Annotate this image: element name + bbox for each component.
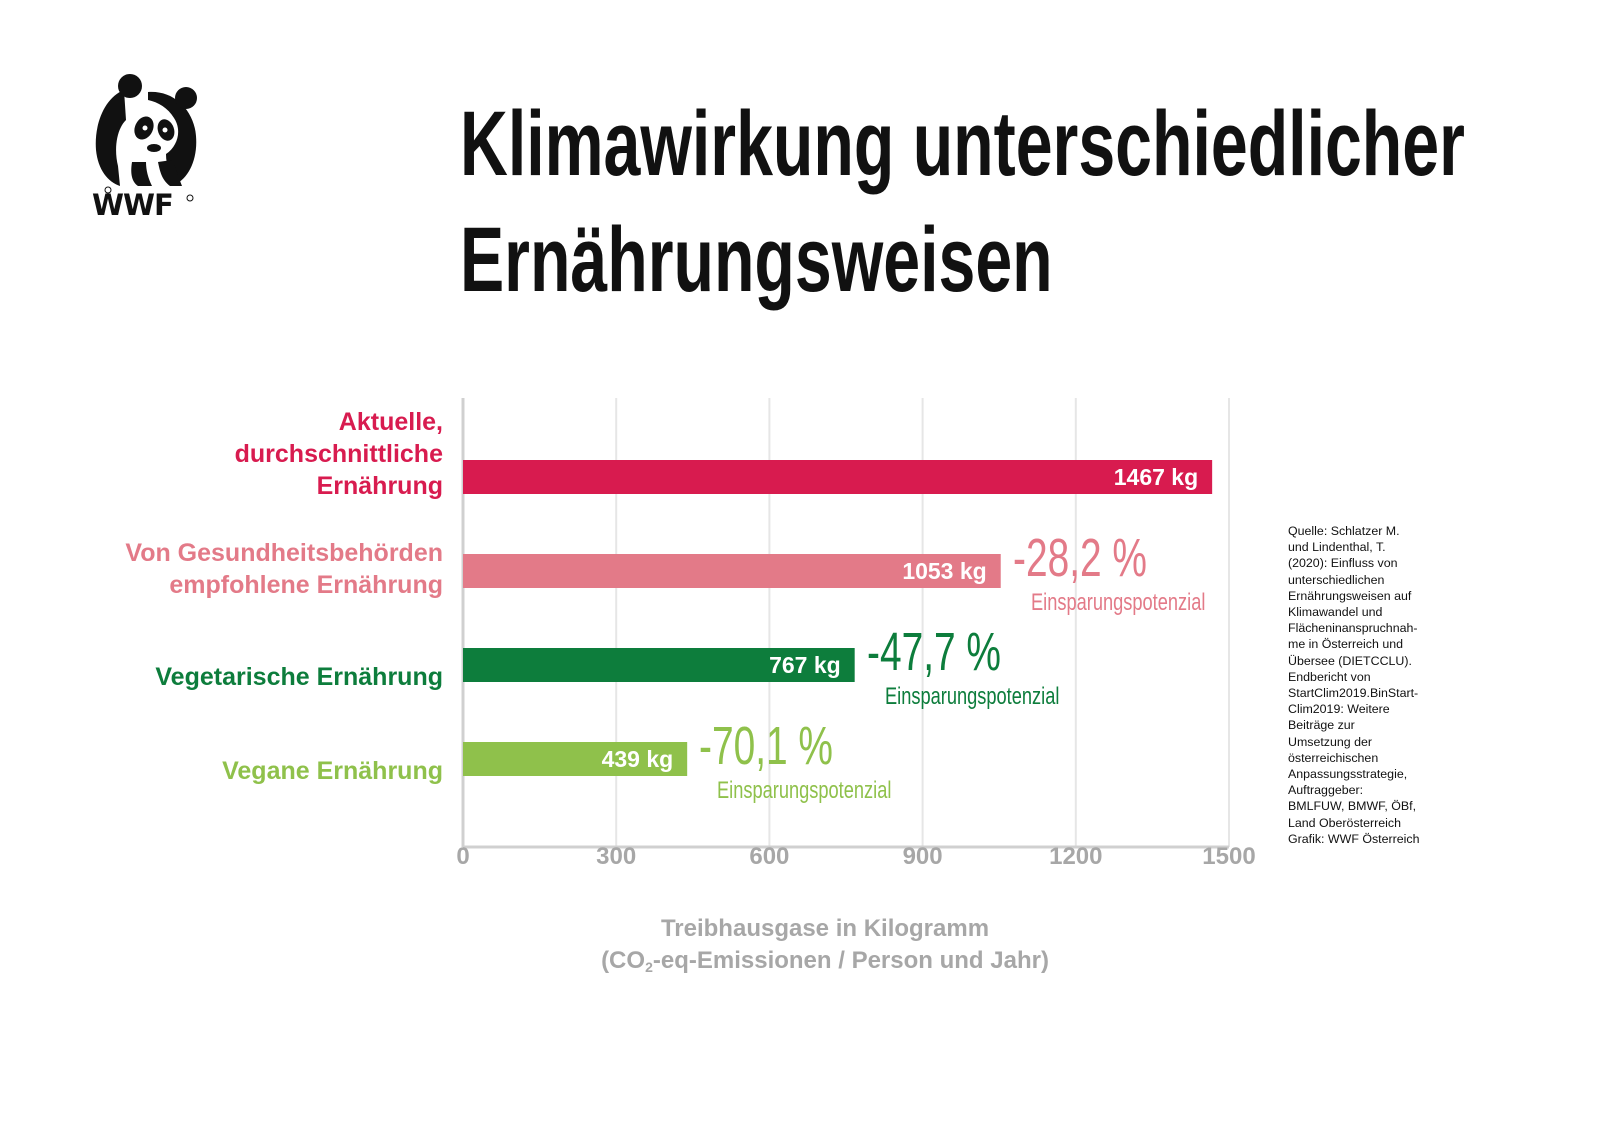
x-axis-label-line-2: (CO2-eq-Emissionen / Person und Jahr) xyxy=(560,947,1090,975)
x-tick-label: 900 xyxy=(902,843,943,870)
x-axis-label-post: -eq-Emissionen / Person und Jahr) xyxy=(652,947,1049,974)
x-tick-label: 300 xyxy=(596,843,637,870)
category-label: Vegane Ernährung xyxy=(222,757,443,785)
bar xyxy=(463,460,1213,494)
bar-value-label: 1467 kg xyxy=(1113,464,1199,490)
category-label: Von Gesundheitsbehörden empfohlene Ernäh… xyxy=(125,539,443,599)
bar-value-label: 439 kg xyxy=(601,746,674,772)
x-tick-label: 0 xyxy=(456,843,470,870)
savings-label: Einsparungspotenzial xyxy=(1030,589,1206,616)
page-title-line-2: Ernährungsweisen xyxy=(460,209,1053,311)
x-tick-label: 1200 xyxy=(1049,843,1103,870)
savings-percent: -47,7 % xyxy=(866,622,1001,682)
savings-percent: -70,1 % xyxy=(699,716,834,776)
x-axis-label-line-1: Treibhausgase in Kilogramm xyxy=(660,915,990,942)
wwf-panda-logo-icon xyxy=(95,74,197,202)
x-tick-label: 600 xyxy=(749,843,790,870)
savings-percent: -28,2 % xyxy=(1012,528,1147,588)
x-tick-label: 1500 xyxy=(1202,843,1256,870)
savings-label: Einsparungspotenzial xyxy=(884,683,1060,710)
bar xyxy=(463,742,688,776)
x-axis-label-sub: 2 xyxy=(645,959,653,975)
page-title-line-1: Klimawirkung unterschiedlicher xyxy=(460,93,1465,195)
category-label: Vegetarische Ernährung xyxy=(155,663,443,691)
x-axis-label-pre: (CO xyxy=(601,947,646,974)
logo-wordmark: WWF xyxy=(92,188,174,222)
bar xyxy=(463,554,1001,588)
source-note: Quelle: Schlatzer M. und Lindenthal, T. … xyxy=(1288,524,1420,846)
bar xyxy=(463,648,855,682)
bar-value-label: 1053 kg xyxy=(902,558,987,584)
bar-value-label: 767 kg xyxy=(769,652,841,678)
category-label: Aktuelle, durchschnittliche Ernährung xyxy=(234,408,443,500)
savings-label: Einsparungspotenzial xyxy=(717,777,892,804)
